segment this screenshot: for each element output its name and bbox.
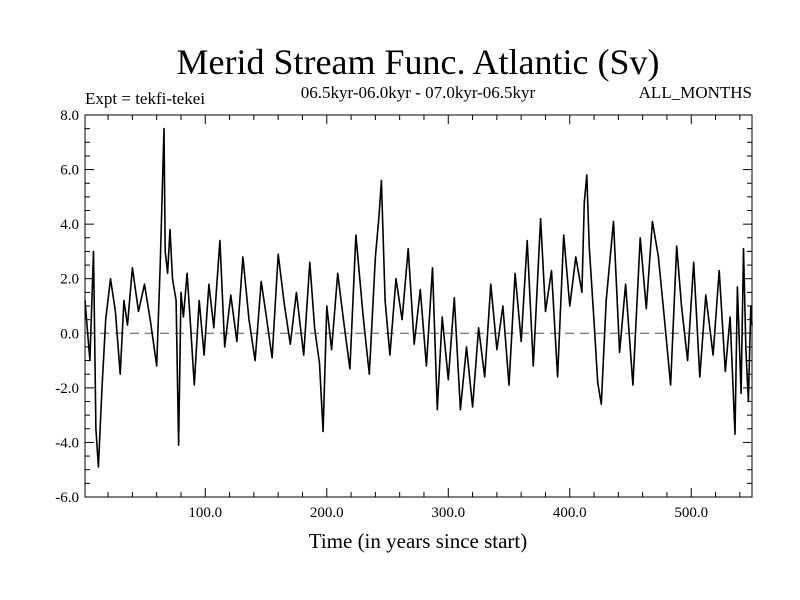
- x-tick-label: 500.0: [674, 505, 708, 521]
- y-tick-label: 6.0: [60, 163, 79, 179]
- y-tick-label: 0.0: [60, 326, 79, 342]
- chart-title: Merid Stream Func. Atlantic (Sv): [177, 42, 660, 82]
- y-tick-label: 8.0: [60, 108, 79, 124]
- x-tick-label: 300.0: [431, 505, 465, 521]
- x-axis-title: Time (in years since start): [309, 529, 528, 553]
- y-tick-label: -6.0: [55, 490, 79, 506]
- x-tick-label: 400.0: [553, 505, 587, 521]
- experiment-label: Expt = tekfi-tekei: [85, 89, 205, 108]
- series-line: [84, 127, 753, 468]
- plot-layer: 100.0 200.0 300.0 400.0 500.0 -6.0 -4.0 -2.0 0.0…: [55, 108, 753, 521]
- y-tick-label: 4.0: [60, 217, 79, 233]
- y-tick-label: -2.0: [55, 381, 79, 397]
- y-tick-label: 2.0: [60, 272, 79, 288]
- x-tick-label: 100.0: [188, 505, 222, 521]
- x-tick-label: 200.0: [310, 505, 344, 521]
- y-tick-label: -4.0: [55, 435, 79, 451]
- season-label: ALL_MONTHS: [639, 83, 752, 102]
- chart-subtitle: 06.5kyr-06.0kyr - 07.0kyr-06.5kyr: [301, 83, 536, 102]
